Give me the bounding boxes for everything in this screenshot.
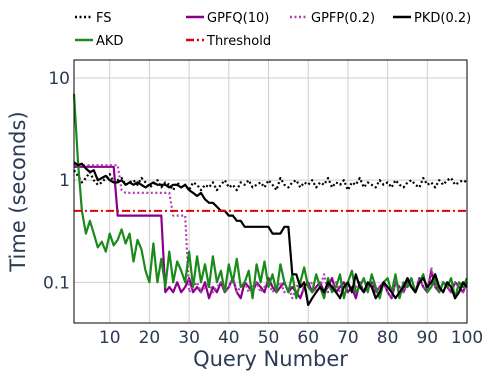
x-tick-label: 70 xyxy=(337,328,359,348)
y-tick-label: 10 xyxy=(48,69,70,89)
x-tick-label: 100 xyxy=(451,328,483,348)
series-layer xyxy=(72,93,469,307)
x-tick-label: 20 xyxy=(139,328,161,348)
series-line xyxy=(73,169,468,192)
x-tick-label: 10 xyxy=(99,328,121,348)
x-tick-label: 40 xyxy=(218,328,240,348)
y-axis-label: Time (seconds) xyxy=(6,111,30,272)
x-tick-label: 60 xyxy=(297,328,319,348)
x-axis-label: Query Number xyxy=(193,347,348,371)
legend-label: Threshold xyxy=(206,34,271,49)
x-tick-label: 50 xyxy=(258,328,280,348)
x-tick-label: 90 xyxy=(416,328,438,348)
y-tick-label: 0.1 xyxy=(43,273,70,293)
series-line xyxy=(72,93,469,300)
legend-label: GPFQ(10) xyxy=(207,11,269,26)
y-tick-label: 1 xyxy=(59,171,70,191)
x-tick-label: 30 xyxy=(178,328,200,348)
legend-label: AKD xyxy=(96,34,123,49)
x-tick-label: 80 xyxy=(377,328,399,348)
y-tick-labels: 0.1 1 10 xyxy=(43,69,70,293)
legend-label: PKD(0.2) xyxy=(414,11,471,26)
legend-label: FS xyxy=(96,11,112,26)
x-tick-labels: 10 20 30 40 50 60 70 80 90 100 xyxy=(99,328,483,348)
plot-frame xyxy=(73,59,468,324)
series-line xyxy=(73,161,468,307)
legend: FS GPFQ(10) GPFP(0.2) PKD(0.2) AKD Threshold xyxy=(75,11,471,49)
legend-label: GPFP(0.2) xyxy=(311,11,375,26)
